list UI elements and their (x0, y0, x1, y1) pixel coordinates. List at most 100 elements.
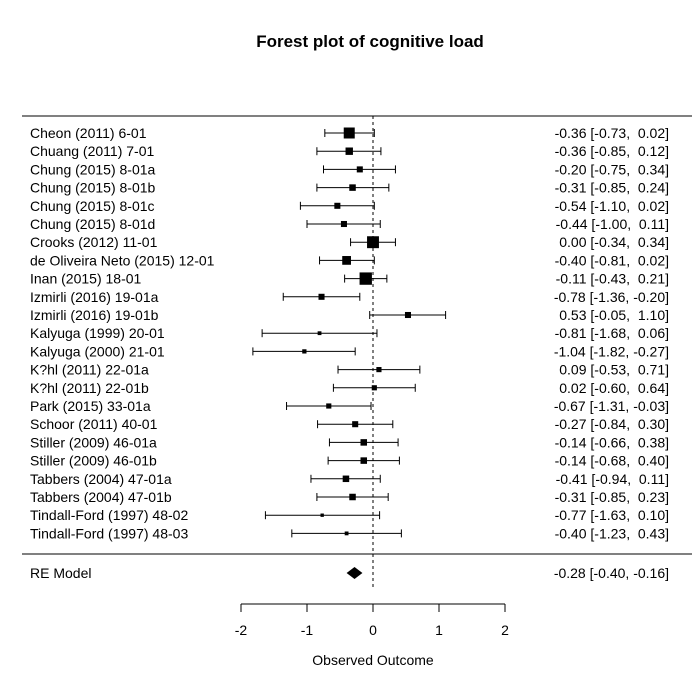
point-estimate (404, 311, 412, 319)
x-axis-label: Observed Outcome (312, 652, 434, 668)
study-label: Chuang (2011) 7-01 (30, 143, 154, 159)
study-row: Kalyuga (2000) 21-01 -1.04 [-1.82, -0.27] (30, 343, 669, 359)
ci-text: -1.04 [-1.82, -0.27] (554, 343, 669, 359)
point-estimate (376, 367, 382, 373)
study-label: Stiller (2009) 46-01a (30, 434, 157, 450)
ci-text: -0.31 [-0.85, 0.24] (555, 180, 669, 196)
study-rows: Cheon (2011) 6-01 -0.36 [-0.73, 0.02] Chua… (30, 125, 669, 541)
study-row: Stiller (2009) 46-01a -0.14 [-0.66, 0.38] (30, 434, 669, 450)
point-estimate (326, 403, 332, 409)
x-tick-label: -2 (235, 622, 248, 638)
study-label: Schoor (2011) 40-01 (30, 416, 158, 432)
ci-text: 0.09 [-0.53, 0.71] (555, 362, 669, 378)
point-estimate (344, 531, 349, 536)
ci-text: 0.00 [-0.34, 0.34] (555, 234, 669, 250)
point-estimate (345, 147, 353, 155)
study-row: Chung (2015) 8-01b -0.31 [-0.85, 0.24] (30, 180, 669, 196)
study-row: K?hl (2011) 22-01b 0.02 [-0.60, 0.64] (30, 380, 669, 396)
study-row: Stiller (2009) 46-01b -0.14 [-0.68, 0.40] (30, 453, 669, 469)
study-label: Izmirli (2016) 19-01b (30, 307, 159, 323)
study-row: Park (2015) 33-01a -0.67 [-1.31, -0.03] (30, 398, 669, 414)
study-row: K?hl (2011) 22-01a 0.09 [-0.53, 0.71] (30, 362, 669, 378)
study-label: K?hl (2011) 22-01a (30, 362, 149, 378)
study-label: Park (2015) 33-01a (30, 398, 151, 414)
point-estimate (360, 457, 368, 464)
study-label: Tindall-Ford (1997) 48-02 (30, 507, 188, 523)
point-estimate (349, 493, 356, 501)
study-row: Kalyuga (1999) 20-01 -0.81 [-1.68, 0.06] (30, 325, 669, 341)
study-label: Stiller (2009) 46-01b (30, 453, 157, 469)
ci-text: -0.77 [-1.63, 0.10] (555, 507, 669, 523)
study-row: Inan (2015) 18-01 -0.11 [-0.43, 0.21] (30, 271, 669, 287)
ci-text: -0.67 [-1.31, -0.03] (554, 398, 669, 414)
study-row: de Oliveira Neto (2015) 12-01 -0.40 [-0.8… (30, 252, 669, 268)
study-label: Inan (2015) 18-01 (30, 271, 142, 287)
ci-text: -0.36 [-0.73, 0.02] (555, 125, 669, 141)
study-label: de Oliveira Neto (2015) 12-01 (30, 252, 215, 268)
point-estimate (320, 513, 324, 517)
study-label: Izmirli (2016) 19-01a (30, 289, 159, 305)
study-row: Tabbers (2004) 47-01b -0.31 [-0.85, 0.23] (30, 489, 669, 505)
study-label: K?hl (2011) 22-01b (30, 380, 149, 396)
point-estimate (342, 256, 351, 265)
study-row: Chung (2015) 8-01c -0.54 [-1.10, 0.02] (30, 198, 669, 214)
ci-text: -0.20 [-0.75, 0.34] (555, 161, 669, 177)
study-row: Schoor (2011) 40-01 -0.27 [-0.84, 0.30] (30, 416, 669, 432)
study-row: Izmirli (2016) 19-01a -0.78 [-1.36, -0.20… (30, 289, 669, 305)
study-row: Chung (2015) 8-01a -0.20 [-0.75, 0.34] (30, 161, 669, 177)
summary-diamond (346, 567, 363, 579)
study-label: Crooks (2012) 11-01 (30, 234, 158, 250)
study-label: Cheon (2011) 6-01 (30, 125, 147, 141)
ci-text: -0.81 [-1.68, 0.06] (555, 325, 669, 341)
chart-title: Forest plot of cognitive load (256, 32, 484, 51)
ci-text: -0.11 [-0.43, 0.21] (556, 271, 669, 287)
ci-text: -0.54 [-1.10, 0.02] (555, 198, 669, 214)
x-axis: -2 -1 0 1 2 (235, 603, 509, 638)
ci-text: -0.14 [-0.66, 0.38] (555, 434, 669, 450)
point-estimate (352, 421, 359, 428)
point-estimate (343, 127, 355, 139)
ci-text: 0.02 [-0.60, 0.64] (555, 380, 669, 396)
point-estimate (318, 293, 325, 300)
ci-text: -0.40 [-1.23, 0.43] (555, 525, 669, 541)
point-estimate (302, 349, 307, 354)
study-label: Chung (2015) 8-01b (30, 180, 156, 196)
point-estimate (367, 236, 379, 249)
study-label: Tindall-Ford (1997) 48-03 (30, 525, 188, 541)
x-tick-label: -1 (301, 622, 314, 638)
point-estimate (340, 220, 347, 228)
ci-text: -0.14 [-0.68, 0.40] (555, 453, 669, 469)
study-label: Chung (2015) 8-01a (30, 161, 156, 177)
study-row: Tindall-Ford (1997) 48-02 -0.77 [-1.63, 0… (30, 507, 669, 523)
study-label: Kalyuga (2000) 21-01 (30, 343, 165, 359)
study-label: Tabbers (2004) 47-01b (30, 489, 172, 505)
point-estimate (356, 166, 363, 173)
study-label: Chung (2015) 8-01d (30, 216, 155, 232)
study-row: Chuang (2011) 7-01 -0.36 [-0.85, 0.12] (30, 143, 669, 159)
point-estimate (349, 184, 356, 191)
point-estimate (360, 439, 368, 446)
point-estimate (359, 272, 372, 285)
study-label: Kalyuga (1999) 20-01 (30, 325, 165, 341)
study-row: Cheon (2011) 6-01 -0.36 [-0.73, 0.02] (30, 125, 669, 141)
study-row: Izmirli (2016) 19-01b 0.53 [-0.05, 1.10] (30, 307, 669, 323)
study-row: Chung (2015) 8-01d -0.44 [-1.00, 0.11] (30, 216, 669, 232)
ci-text: -0.41 [-0.94, 0.11] (556, 471, 669, 487)
point-estimate (317, 331, 322, 336)
study-label: Tabbers (2004) 47-01a (30, 471, 172, 487)
x-tick-label: 2 (501, 622, 509, 638)
point-estimate (371, 385, 377, 391)
summary-label: RE Model (30, 565, 91, 581)
study-label: Chung (2015) 8-01c (30, 198, 155, 214)
ci-text: -0.31 [-0.85, 0.23] (555, 489, 669, 505)
x-tick-label: 0 (369, 622, 377, 638)
ci-text: -0.36 [-0.85, 0.12] (555, 143, 669, 159)
study-row: Crooks (2012) 11-01 0.00 [-0.34, 0.34] (30, 234, 669, 250)
ci-text: -0.40 [-0.81, 0.02] (555, 252, 669, 268)
study-row: Tabbers (2004) 47-01a -0.41 [-0.94, 0.11] (30, 471, 669, 487)
ci-text: -0.44 [-1.00, 0.11] (556, 216, 669, 232)
summary-row: RE Model -0.28 [-0.40, -0.16] (30, 565, 669, 581)
point-estimate (342, 475, 350, 483)
summary-ci-text: -0.28 [-0.40, -0.16] (554, 565, 669, 581)
